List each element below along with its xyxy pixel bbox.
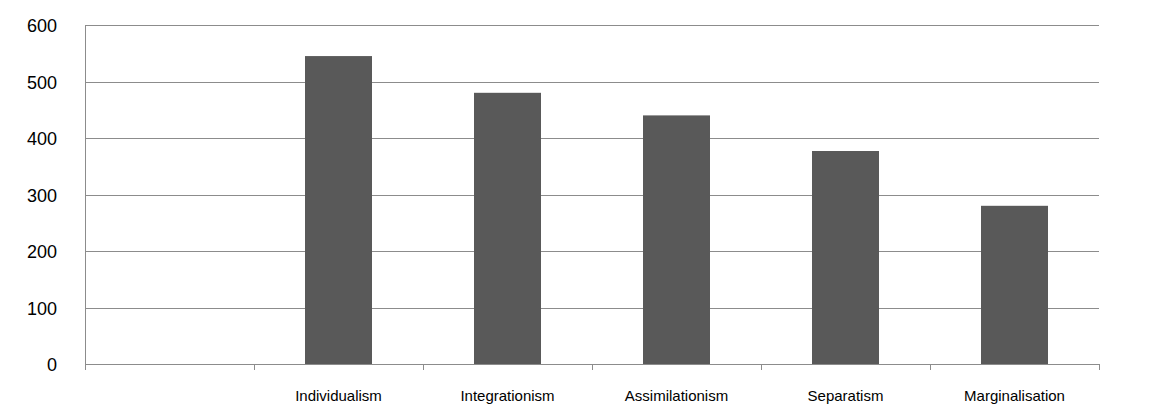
bar [981, 206, 1048, 364]
x-tick [254, 364, 255, 370]
x-tick-label: Separatism [808, 387, 884, 404]
grid-line [85, 251, 1099, 252]
bar [812, 151, 879, 364]
y-tick-label: 600 [27, 16, 57, 36]
bar [474, 93, 541, 364]
y-axis-line [85, 25, 86, 364]
x-tick-label: Marginalisation [964, 387, 1065, 404]
x-tick [85, 364, 86, 370]
grid-line [85, 82, 1099, 83]
bar [305, 56, 372, 364]
x-tick-label: Assimilationism [625, 387, 728, 404]
y-tick-label: 100 [27, 299, 57, 319]
grid-line [85, 195, 1099, 196]
grid-line [85, 308, 1099, 309]
bars [305, 56, 1048, 364]
grid-line [85, 138, 1099, 139]
x-tick [423, 364, 424, 370]
x-tick [930, 364, 931, 370]
chart: 0 100 200 300 400 500 600 Individualism Integrat… [0, 0, 1151, 407]
y-tick-label: 300 [27, 186, 57, 206]
y-tick-label: 500 [27, 73, 57, 93]
x-tick [592, 364, 593, 370]
x-tick-label: Individualism [295, 387, 382, 404]
bar [643, 115, 710, 364]
y-tick-label: 400 [27, 129, 57, 149]
grid-line [85, 25, 1099, 26]
y-tick-label: 200 [27, 242, 57, 262]
x-tick [761, 364, 762, 370]
x-tick [1099, 364, 1100, 370]
x-tick-label: Integrationism [460, 387, 554, 404]
y-tick-label: 0 [47, 355, 57, 375]
